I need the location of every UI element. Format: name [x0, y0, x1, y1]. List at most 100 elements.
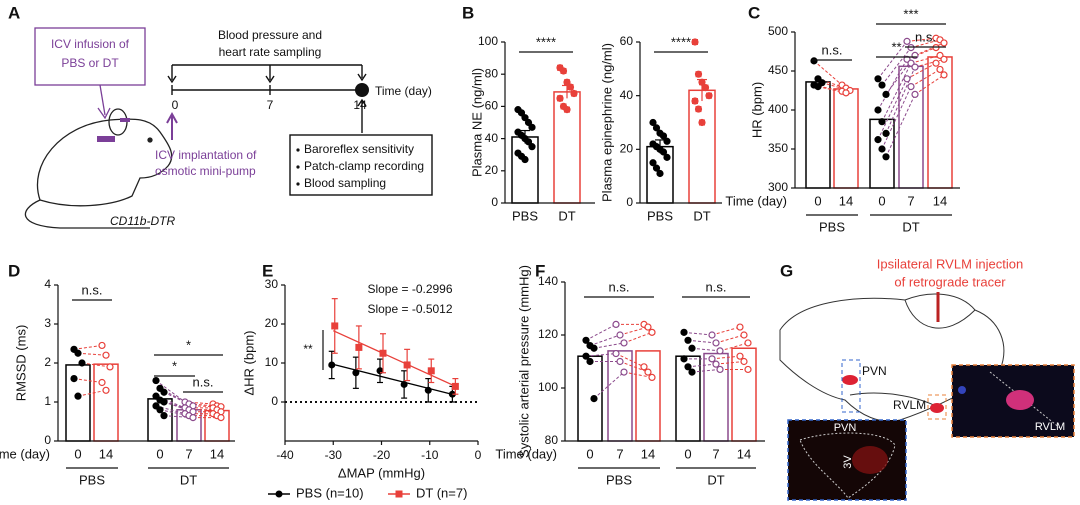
- data-point: [102, 386, 110, 394]
- bar: [833, 88, 859, 189]
- data-point: [903, 37, 911, 45]
- timeline: [167, 64, 433, 196]
- x-tick-label: 7: [616, 446, 623, 461]
- endpoint: [355, 83, 369, 97]
- y-tick-label: 300: [768, 180, 788, 194]
- x-tick-label: 14: [210, 446, 224, 461]
- x-tick-label: -40: [276, 448, 294, 462]
- marker: [331, 322, 339, 330]
- label: ICV implantation of: [155, 148, 257, 162]
- label: of retrograde tracer: [894, 274, 1006, 289]
- marker: [427, 367, 435, 375]
- paired-line: [711, 326, 741, 336]
- group-label: DT: [902, 219, 919, 234]
- x-tick-label: 7: [712, 446, 719, 461]
- y-tick-label: 350: [768, 141, 788, 155]
- pvn-signal: [852, 446, 888, 474]
- rvlm-spot: [930, 403, 944, 413]
- y-tick-label: 100: [538, 380, 558, 394]
- y-tick-label: 400: [768, 102, 788, 116]
- x-tick-label: PBS: [647, 208, 673, 223]
- data-point: [684, 336, 692, 344]
- label: ICV infusion of: [51, 37, 130, 51]
- fit-line: [333, 363, 455, 396]
- label: PBS or DT: [61, 56, 119, 70]
- group-label: PBS: [819, 219, 845, 234]
- data-point: [659, 132, 668, 140]
- label: 3V: [842, 455, 854, 469]
- paired-line: [885, 94, 916, 158]
- data-point: [903, 75, 911, 83]
- y-tick-label: 0: [44, 433, 51, 447]
- bar: [688, 89, 716, 204]
- data-point-square: [695, 106, 702, 113]
- bullets: [296, 148, 300, 186]
- data-point: [521, 155, 529, 164]
- data-point: [98, 341, 106, 350]
- x-tick-label: 0: [475, 448, 482, 462]
- sig-label: **: [891, 39, 901, 54]
- label: RVLM: [1035, 421, 1065, 433]
- data-point: [716, 347, 724, 355]
- data-point: [882, 153, 890, 161]
- data-point-square: [564, 106, 570, 113]
- legend-marker: [275, 490, 283, 498]
- y-axis-label: HR (bpm): [749, 82, 764, 138]
- data-point: [586, 357, 594, 366]
- data-point: [74, 392, 82, 400]
- data-point: [712, 339, 720, 347]
- slope-label: Slope = -0.2996: [367, 282, 452, 296]
- y-tick-label: 0: [491, 195, 498, 209]
- data-point: [940, 71, 948, 79]
- bar: [147, 398, 173, 442]
- x-tick-label: 14: [641, 446, 655, 461]
- data-point: [882, 90, 890, 99]
- bar: [927, 56, 953, 189]
- data-point: [940, 55, 948, 63]
- infusion-device: [34, 27, 146, 142]
- rvlm-dot: [958, 386, 966, 394]
- data-point: [932, 59, 940, 67]
- data-point: [612, 320, 620, 328]
- label: Ipsilateral RVLM injection: [877, 256, 1023, 271]
- x-tick-label: -30: [325, 448, 343, 462]
- y-tick-label: 100: [478, 34, 498, 48]
- data-point-square: [557, 64, 563, 71]
- group-label: PBS: [79, 472, 105, 487]
- y-tick-label: 60: [485, 99, 499, 113]
- data-point: [528, 123, 536, 131]
- y-tick-label: 10: [265, 355, 279, 369]
- label: Blood pressure and: [218, 28, 322, 42]
- data-point-square: [699, 79, 705, 86]
- y-tick-label: 1: [44, 394, 51, 408]
- data-point: [684, 363, 692, 371]
- data-point: [911, 90, 919, 99]
- y-axis-label: Systolic arterial pressure (mmHg): [516, 265, 531, 458]
- label: PVN: [862, 364, 887, 378]
- bar: [93, 363, 119, 442]
- sig-label: n.s.: [706, 279, 727, 294]
- x-tick-label: 7: [185, 446, 192, 461]
- pvn-spot: [842, 375, 858, 385]
- x-tick-label: PBS: [512, 208, 538, 223]
- panel-label: G: [780, 261, 793, 280]
- group-label: DT: [180, 472, 197, 487]
- sig-label: *: [186, 337, 191, 352]
- data-point: [640, 363, 648, 371]
- panel-label: B: [462, 3, 474, 22]
- y-tick-label: 20: [265, 316, 279, 330]
- y-tick-label: 0: [271, 394, 278, 408]
- data-point: [649, 118, 657, 127]
- rvlm-signal: [1006, 390, 1034, 410]
- y-tick-label: 40: [485, 131, 499, 145]
- marker: [328, 361, 336, 369]
- bar: [577, 355, 603, 442]
- data-point: [152, 376, 160, 385]
- data-point-square: [692, 98, 698, 105]
- data-point: [907, 82, 915, 91]
- x-axis-label: Time (day): [495, 446, 557, 461]
- data-point: [648, 328, 656, 336]
- marker: [424, 386, 432, 394]
- data-point: [688, 368, 696, 376]
